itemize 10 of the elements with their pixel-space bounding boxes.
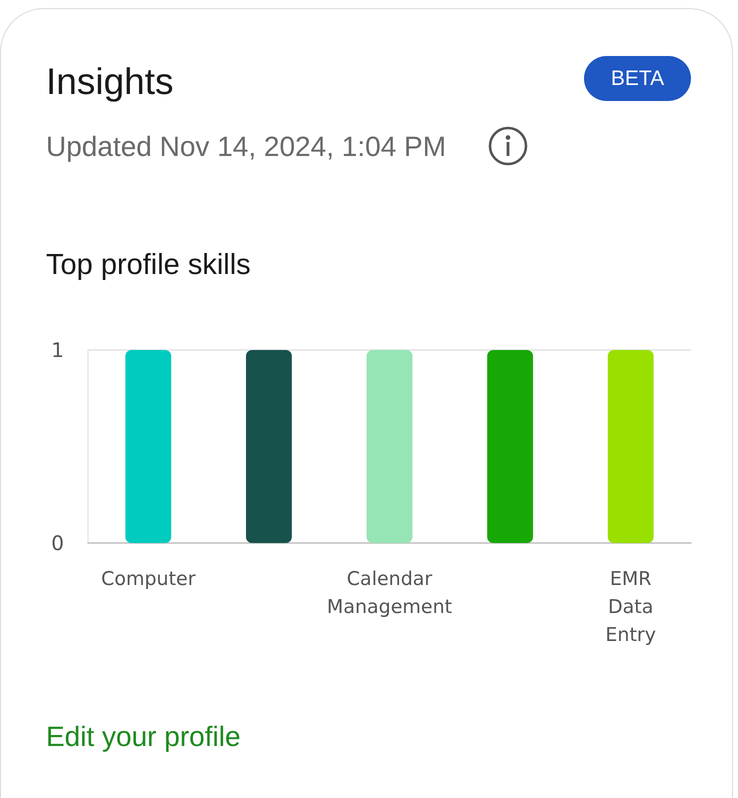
- text: Top profile skills: [46, 249, 251, 281]
- chart-title: Insights: [46, 61, 174, 102]
- x-tick-label: Calendar Management: [326, 568, 452, 618]
- badge: BETA: [584, 56, 691, 101]
- x-tick-label: EMR Data Entry: [605, 568, 656, 646]
- y-tick-label: 1: [51, 338, 64, 362]
- y-tick-label: 0: [51, 531, 64, 555]
- chart-subtitle: Updated Nov 14, 2024, 1:04 PM: [46, 131, 446, 162]
- text: Edit your profile: [46, 721, 241, 752]
- x-tick-label: Computer: [101, 568, 196, 590]
